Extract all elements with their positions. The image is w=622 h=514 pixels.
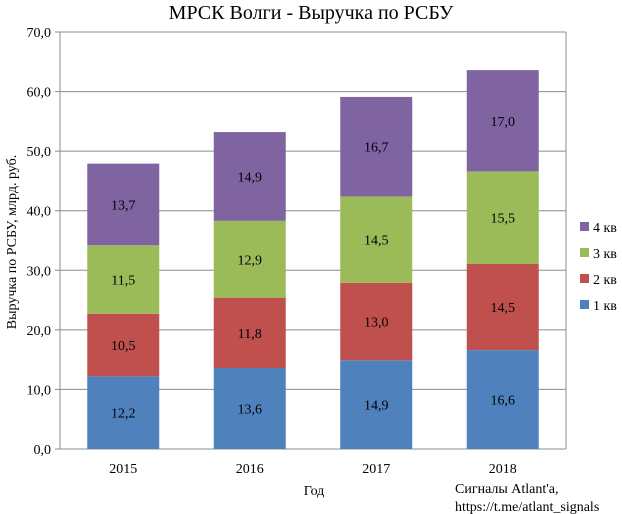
x-tick-label: 2015 <box>109 462 137 477</box>
bar-segment <box>87 313 160 377</box>
data-label: 14,5 <box>491 301 516 316</box>
x-axis-label: Год <box>304 484 325 499</box>
bar-segment <box>340 360 413 449</box>
legend-swatch <box>580 274 589 283</box>
bar-segment <box>87 245 160 314</box>
data-label: 16,6 <box>491 394 516 409</box>
bar-segment <box>87 376 160 449</box>
bar-segment <box>466 350 539 449</box>
data-label: 14,9 <box>364 399 389 414</box>
x-tick-label: 2018 <box>489 462 517 477</box>
bar-segment <box>466 171 539 264</box>
legend-label: 2 кв <box>593 273 617 288</box>
data-label: 11,5 <box>111 274 135 289</box>
data-label: 17,0 <box>491 115 516 130</box>
data-label: 16,7 <box>364 141 389 156</box>
data-label: 15,5 <box>491 212 516 227</box>
chart-title: МРСК Волги - Выручка по РСБУ <box>169 2 455 24</box>
y-tick-label: 60,0 <box>27 86 52 101</box>
bar-segment <box>87 163 160 246</box>
bars <box>87 70 539 449</box>
y-tick-label: 0,0 <box>34 443 52 458</box>
data-label: 13,6 <box>238 402 263 417</box>
legend: 4 кв 3 кв 2 кв 1 кв <box>580 221 617 314</box>
y-tick-label: 40,0 <box>27 205 52 220</box>
bar-segment <box>340 96 413 197</box>
bar-segment <box>340 282 413 361</box>
data-labels: 12,2 10,5 11,5 13,7 13,6 11,8 12,9 14,9 14,9 13,0… <box>111 115 515 422</box>
data-label: 13,0 <box>364 316 389 331</box>
bar-segment <box>466 70 539 172</box>
y-tick-label: 30,0 <box>27 264 52 279</box>
legend-label: 4 кв <box>593 221 617 236</box>
credit-line-1: Сигналы Atlant'a, <box>455 482 559 497</box>
bar-segment <box>340 196 413 283</box>
bar-segment <box>213 297 286 368</box>
data-label: 12,9 <box>238 253 263 268</box>
legend-swatch <box>580 300 589 309</box>
legend-label: 1 кв <box>593 299 617 314</box>
data-label: 13,7 <box>111 198 136 213</box>
x-tick-labels: 2015 2016 2017 2018 <box>109 462 517 477</box>
y-tick-label: 10,0 <box>27 383 52 398</box>
y-tick-label: 20,0 <box>27 324 52 339</box>
y-tick-label: 50,0 <box>27 145 52 160</box>
bar-segment <box>213 132 286 221</box>
bar-segment <box>213 367 286 449</box>
data-label: 10,5 <box>111 339 136 354</box>
bar-segment <box>466 263 539 351</box>
credit-line-2: https://t.me/atlant_signals <box>455 500 599 514</box>
bar-segment <box>213 220 286 298</box>
data-label: 14,9 <box>238 170 263 185</box>
x-tick-label: 2017 <box>362 462 390 477</box>
y-tick-label: 70,0 <box>27 26 52 41</box>
legend-label: 3 кв <box>593 247 617 262</box>
legend-swatch <box>580 222 589 231</box>
y-tick-labels: 0,0 10,0 20,0 30,0 40,0 50,0 60,0 70,0 <box>27 26 52 458</box>
legend-swatch <box>580 248 589 257</box>
data-label: 12,2 <box>111 407 136 422</box>
data-label: 14,5 <box>364 234 389 249</box>
data-label: 11,8 <box>238 327 262 342</box>
x-tick-label: 2016 <box>236 462 264 477</box>
y-axis-label: Выручка по РСБУ, млрд. руб. <box>5 155 20 329</box>
